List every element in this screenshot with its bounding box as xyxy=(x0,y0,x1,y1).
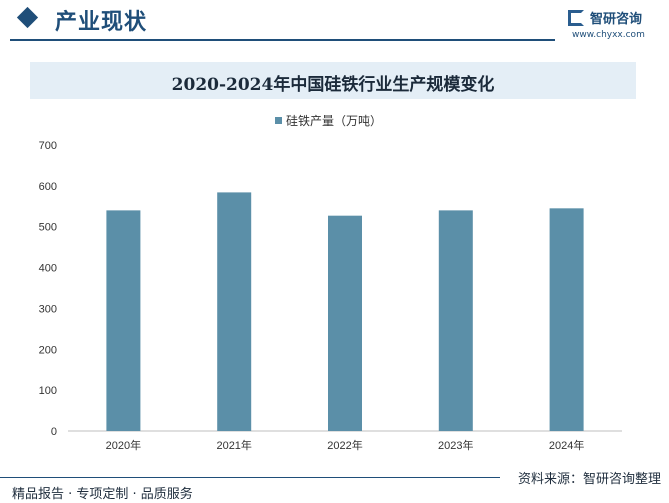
bar xyxy=(328,215,362,431)
logo-url: www.chyxx.com xyxy=(572,30,645,40)
y-tick-label: 300 xyxy=(39,303,57,315)
legend-label: 硅铁产量（万吨） xyxy=(286,114,383,128)
bar xyxy=(549,208,584,431)
y-tick-label: 0 xyxy=(51,426,57,438)
x-tick-label: 2024年 xyxy=(549,438,584,452)
footer-divider xyxy=(0,477,500,478)
page-header: 产业现状 智研咨询 www.chyxx.com xyxy=(0,0,669,44)
bar xyxy=(438,210,473,431)
chart-title-band: 2020-2024年中国硅铁行业生产规模变化 xyxy=(30,62,636,99)
logo-mark-icon xyxy=(568,10,584,26)
page-footer: 资料来源：智研咨询整理 精品报告 · 专项定制 · 品质服务 xyxy=(0,468,669,503)
y-tick-label: 600 xyxy=(39,181,57,193)
y-tick-label: 500 xyxy=(39,222,57,234)
section-title: 产业现状 xyxy=(55,10,148,35)
x-tick-label: 2021年 xyxy=(216,438,251,452)
x-tick-label: 2022年 xyxy=(327,438,362,452)
y-tick-label: 200 xyxy=(39,344,57,356)
header-divider xyxy=(10,39,555,41)
y-tick-label: 100 xyxy=(39,385,57,397)
y-tick-label: 400 xyxy=(39,263,57,275)
x-tick-label: 2020年 xyxy=(106,438,141,452)
bar xyxy=(106,210,141,431)
bar xyxy=(217,192,252,431)
x-tick-label: 2023年 xyxy=(438,438,473,452)
y-tick-label: 700 xyxy=(39,140,57,152)
footer-tagline: 精品报告 · 专项定制 · 品质服务 xyxy=(12,487,193,502)
legend-swatch xyxy=(275,117,282,124)
chart-title: 2020-2024年中国硅铁行业生产规模变化 xyxy=(171,75,495,95)
logo-name: 智研咨询 xyxy=(590,12,643,27)
source-note: 资料来源：智研咨询整理 xyxy=(517,472,661,487)
brand-logo: 智研咨询 www.chyxx.com xyxy=(568,10,663,44)
